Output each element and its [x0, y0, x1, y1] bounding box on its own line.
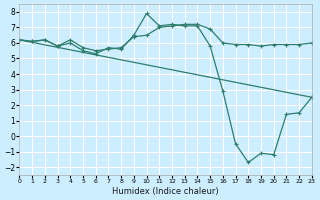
X-axis label: Humidex (Indice chaleur): Humidex (Indice chaleur) [112, 187, 219, 196]
